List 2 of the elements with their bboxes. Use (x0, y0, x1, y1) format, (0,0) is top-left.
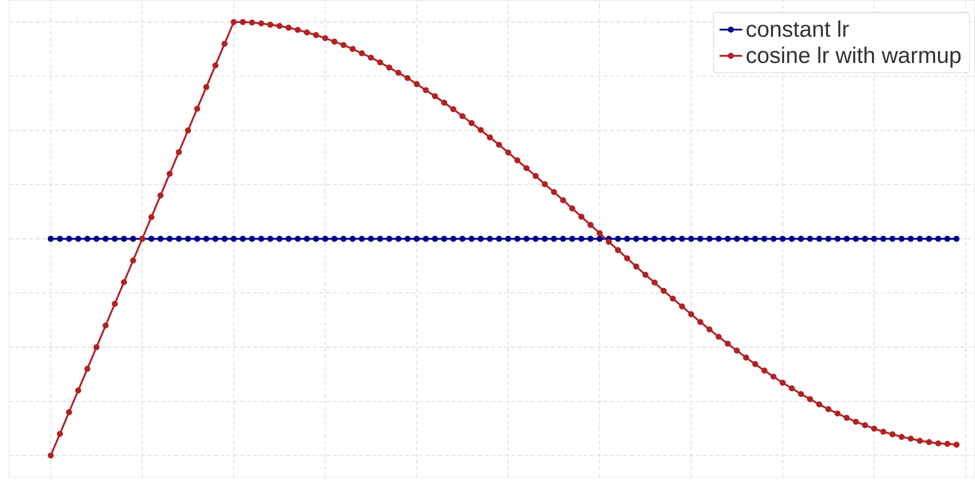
legend-label: cosine lr with warmup (746, 46, 961, 68)
legend-label: constant lr (746, 20, 849, 37)
